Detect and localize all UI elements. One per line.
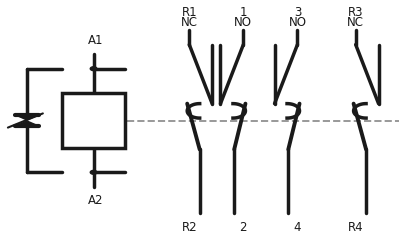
Text: R3: R3 xyxy=(348,6,364,19)
Polygon shape xyxy=(15,121,39,126)
Text: R1: R1 xyxy=(181,6,197,19)
Text: NO: NO xyxy=(234,16,253,29)
Text: A1: A1 xyxy=(88,34,104,47)
Text: NO: NO xyxy=(288,16,307,29)
Text: 4: 4 xyxy=(294,221,301,234)
Circle shape xyxy=(90,67,97,71)
Text: NC: NC xyxy=(181,16,198,29)
Polygon shape xyxy=(15,115,39,120)
Text: 1: 1 xyxy=(240,6,247,19)
Circle shape xyxy=(90,170,97,174)
Text: A2: A2 xyxy=(88,194,104,207)
Text: 3: 3 xyxy=(294,6,301,19)
Bar xyxy=(62,93,125,148)
Text: 2: 2 xyxy=(240,221,247,234)
Text: R2: R2 xyxy=(181,221,197,234)
Text: NC: NC xyxy=(347,16,364,29)
Text: R4: R4 xyxy=(348,221,364,234)
